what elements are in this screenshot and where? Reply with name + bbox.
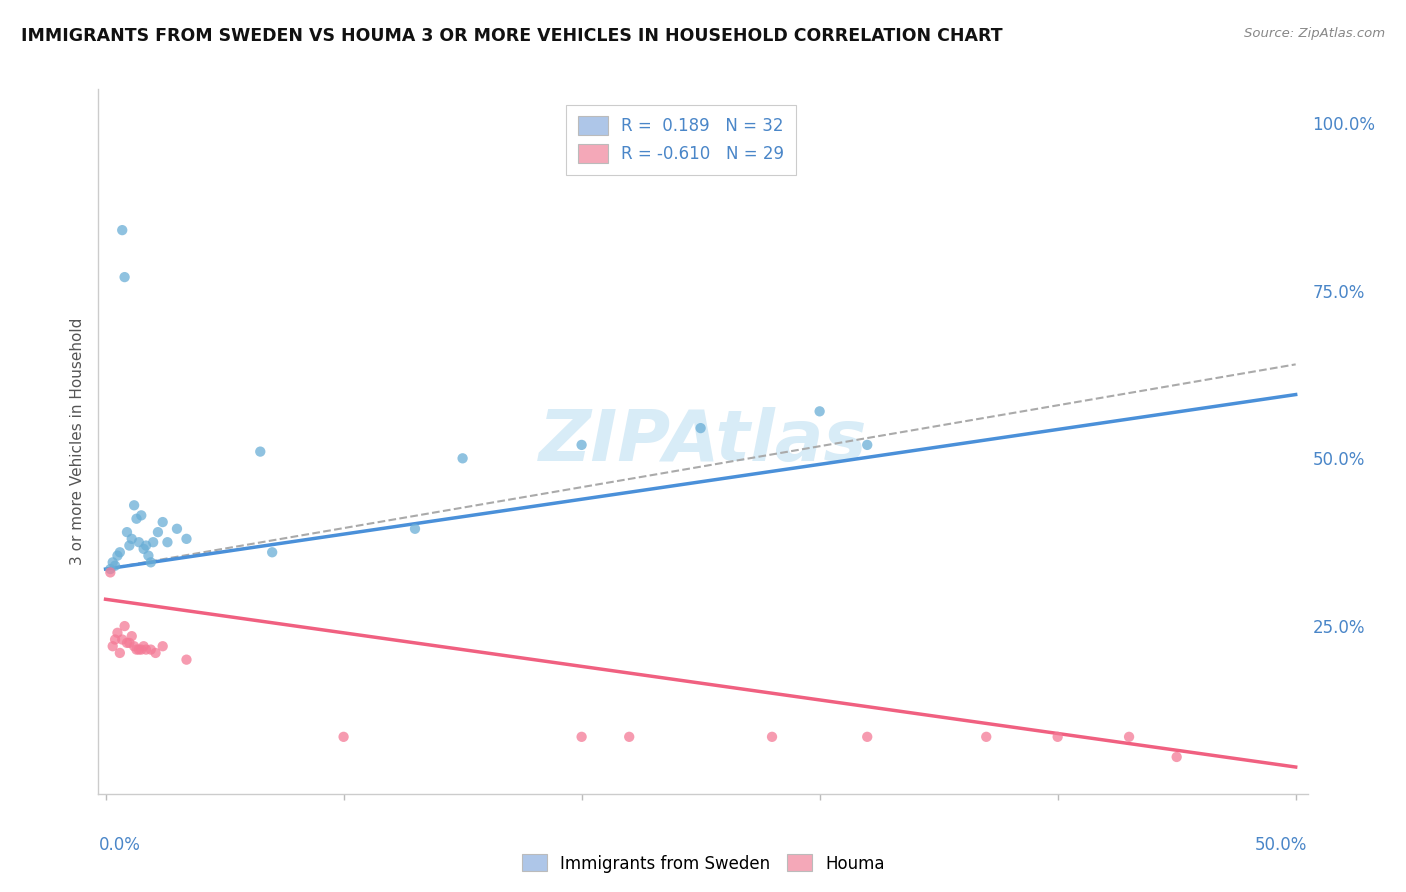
Point [104, 558, 127, 573]
Point [129, 508, 152, 523]
Point [121, 532, 143, 546]
Point [125, 512, 148, 526]
Point [101, 555, 124, 569]
Point [619, 730, 641, 744]
Point [1166, 750, 1188, 764]
Point [128, 535, 150, 549]
Point [98, 562, 121, 576]
Point [129, 642, 152, 657]
Point [571, 438, 593, 452]
Point [114, 270, 136, 285]
Point [142, 535, 165, 549]
Point [118, 539, 141, 553]
Point [108, 545, 131, 559]
Point [152, 639, 174, 653]
Point [98, 566, 121, 580]
Point [122, 498, 145, 512]
Point [856, 730, 879, 744]
Point [139, 642, 162, 657]
Point [122, 639, 145, 653]
Point [125, 642, 148, 657]
Point [107, 549, 129, 563]
Point [332, 730, 354, 744]
Point [104, 632, 127, 647]
Point [176, 532, 198, 546]
Text: IMMIGRANTS FROM SWEDEN VS HOUMA 3 OR MORE VEHICLES IN HOUSEHOLD CORRELATION CHAR: IMMIGRANTS FROM SWEDEN VS HOUMA 3 OR MOR… [21, 27, 1002, 45]
Point [571, 730, 593, 744]
Point [132, 541, 155, 556]
Text: Source: ZipAtlas.com: Source: ZipAtlas.com [1244, 27, 1385, 40]
Point [1118, 730, 1140, 744]
Point [451, 451, 474, 466]
Point [108, 646, 131, 660]
Text: ZIPAtlas: ZIPAtlas [538, 407, 868, 476]
Point [115, 525, 138, 540]
Point [107, 625, 129, 640]
Point [114, 619, 136, 633]
Point [118, 636, 141, 650]
Point [145, 646, 167, 660]
Point [262, 545, 284, 559]
Point [689, 421, 711, 435]
Point [1046, 730, 1069, 744]
Legend: R =  0.189   N = 32, R = -0.610   N = 29: R = 0.189 N = 32, R = -0.610 N = 29 [567, 104, 796, 175]
Point [404, 522, 426, 536]
Point [138, 549, 160, 563]
Text: 50.0%: 50.0% [1256, 836, 1308, 855]
Point [808, 404, 831, 418]
Point [152, 515, 174, 529]
Point [128, 642, 150, 657]
Point [176, 653, 198, 667]
Point [139, 555, 162, 569]
Point [101, 639, 124, 653]
Point [974, 730, 997, 744]
Point [121, 629, 143, 643]
Point [166, 522, 188, 536]
Y-axis label: 3 or more Vehicles in Household: 3 or more Vehicles in Household [69, 318, 84, 566]
Point [135, 642, 157, 657]
Point [146, 525, 169, 540]
Legend: Immigrants from Sweden, Houma: Immigrants from Sweden, Houma [515, 847, 891, 880]
Text: 0.0%: 0.0% [98, 836, 141, 855]
Point [111, 632, 134, 647]
Point [135, 539, 157, 553]
Point [249, 444, 271, 458]
Point [111, 223, 134, 237]
Point [856, 438, 879, 452]
Point [761, 730, 783, 744]
Point [156, 535, 179, 549]
Point [132, 639, 155, 653]
Point [115, 636, 138, 650]
